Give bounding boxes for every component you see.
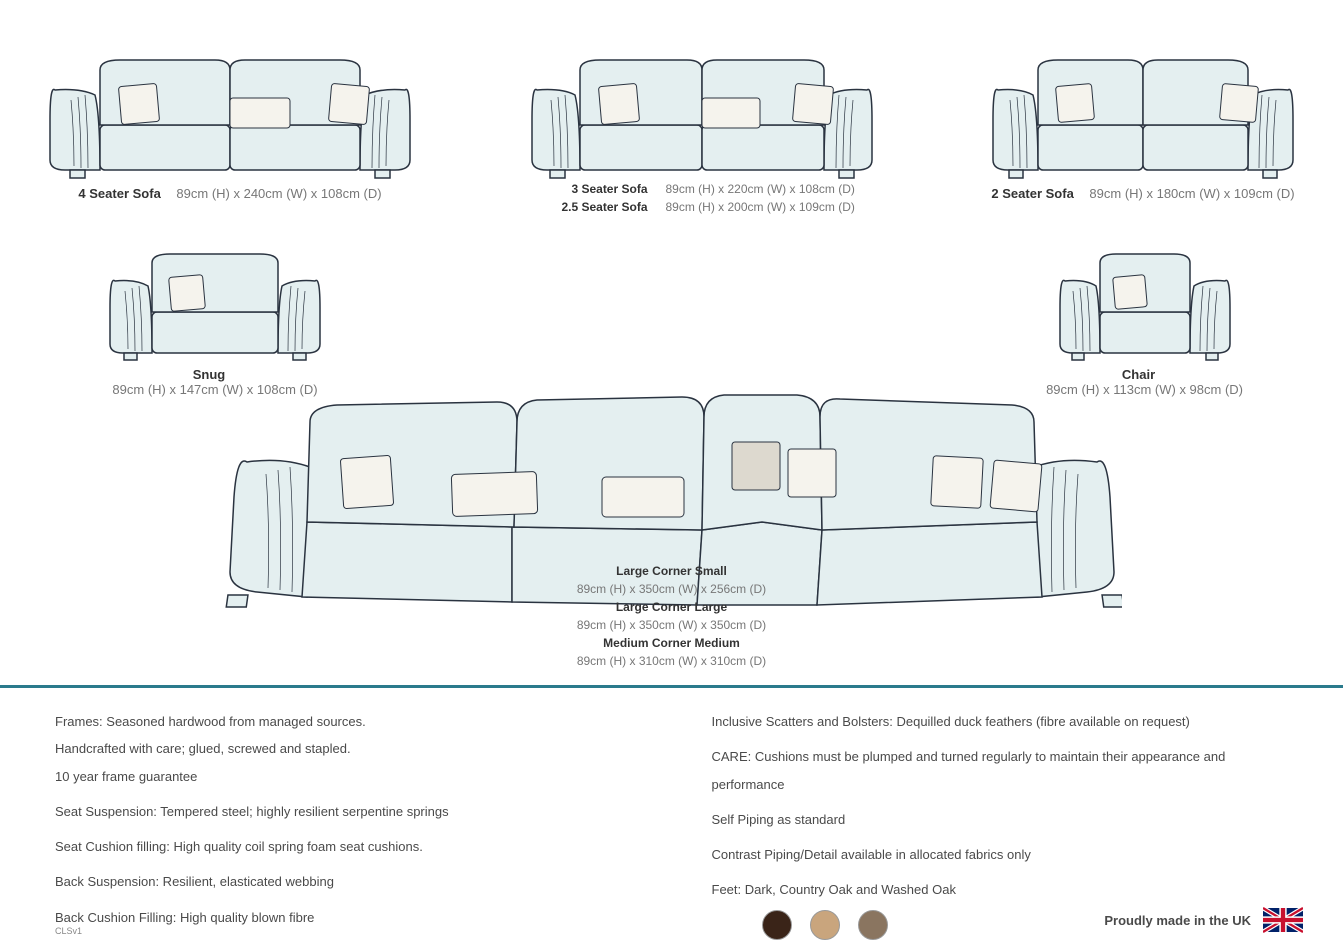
name-2-5-seater: 2.5 Seater Sofa xyxy=(538,198,648,216)
version-code: CLSv1 xyxy=(55,926,82,936)
snug-icon xyxy=(100,236,330,361)
footer-text: Proudly made in the UK xyxy=(1104,913,1251,928)
spec-line: 10 year frame guarantee xyxy=(55,763,632,790)
name-2-seater: 2 Seater Sofa xyxy=(991,186,1073,201)
product-corner: Large Corner Small 89cm (H) x 350cm (W) … xyxy=(222,407,1122,670)
product-3-seater: 3 Seater Sofa 89cm (H) x 220cm (W) x 108… xyxy=(522,40,882,216)
name-3-seater: 3 Seater Sofa xyxy=(538,180,648,198)
sofa-4-seater-icon xyxy=(40,40,420,180)
spec-line: Frames: Seasoned hardwood from managed s… xyxy=(55,708,632,735)
label-4-seater: 4 Seater Sofa 89cm (H) x 240cm (W) x 108… xyxy=(40,186,420,201)
spec-line: CARE: Cushions must be plumped and turne… xyxy=(712,743,1289,798)
name-corner-ll: Large Corner Large xyxy=(222,598,1122,616)
spec-line: Seat Suspension: Tempered steel; highly … xyxy=(55,798,632,825)
spec-line: Self Piping as standard xyxy=(712,806,1289,833)
footer: Proudly made in the UK xyxy=(1104,907,1303,933)
dims-3-seater: 89cm (H) x 220cm (W) x 108cm (D) xyxy=(666,180,866,198)
specs: Frames: Seasoned hardwood from managed s… xyxy=(0,708,1343,940)
name-corner-mm: Medium Corner Medium xyxy=(222,634,1122,652)
spec-line: Handcrafted with care; glued, screwed an… xyxy=(55,735,632,762)
spec-line: Back Cushion Filling: High quality blown… xyxy=(55,904,632,931)
dims-2-5-seater: 89cm (H) x 200cm (W) x 109cm (D) xyxy=(666,198,866,216)
label-3-seater: 3 Seater Sofa 89cm (H) x 220cm (W) x 108… xyxy=(522,180,882,216)
chair-icon xyxy=(1050,236,1240,361)
dims-corner-ll: 89cm (H) x 350cm (W) x 350cm (D) xyxy=(222,616,1122,634)
uk-flag-icon xyxy=(1263,907,1303,933)
feet-label: Feet: Dark, Country Oak and Washed Oak xyxy=(712,882,956,897)
feet-swatches xyxy=(762,910,888,940)
dims-2-seater: 89cm (H) x 180cm (W) x 109cm (D) xyxy=(1089,186,1294,201)
product-2-seater: 2 Seater Sofa 89cm (H) x 180cm (W) x 109… xyxy=(983,40,1303,216)
swatch-washed-oak xyxy=(858,910,888,940)
specs-right: Inclusive Scatters and Bolsters: Dequill… xyxy=(712,708,1289,940)
specs-left: Frames: Seasoned hardwood from managed s… xyxy=(55,708,632,940)
row-1: 4 Seater Sofa 89cm (H) x 240cm (W) x 108… xyxy=(40,40,1303,216)
spec-line: Back Suspension: Resilient, elasticated … xyxy=(55,868,632,895)
name-4-seater: 4 Seater Sofa xyxy=(78,186,160,201)
dims-corner-mm: 89cm (H) x 310cm (W) x 310cm (D) xyxy=(222,652,1122,670)
swatch-country-oak xyxy=(810,910,840,940)
product-grid: 4 Seater Sofa 89cm (H) x 240cm (W) x 108… xyxy=(0,0,1343,670)
swatch-dark xyxy=(762,910,792,940)
row-3: Large Corner Small 89cm (H) x 350cm (W) … xyxy=(40,407,1303,670)
spec-line: Feet: Dark, Country Oak and Washed Oak xyxy=(712,876,1289,903)
spec-line: Inclusive Scatters and Bolsters: Dequill… xyxy=(712,708,1289,735)
spec-line: Seat Cushion filling: High quality coil … xyxy=(55,833,632,860)
sofa-3-seater-icon xyxy=(522,40,882,180)
sofa-2-seater-icon xyxy=(983,40,1303,180)
spec-line: Contrast Piping/Detail available in allo… xyxy=(712,841,1289,868)
dims-4-seater: 89cm (H) x 240cm (W) x 108cm (D) xyxy=(176,186,381,201)
label-2-seater: 2 Seater Sofa 89cm (H) x 180cm (W) x 109… xyxy=(983,186,1303,201)
divider xyxy=(0,685,1343,688)
product-4-seater: 4 Seater Sofa 89cm (H) x 240cm (W) x 108… xyxy=(40,40,420,216)
